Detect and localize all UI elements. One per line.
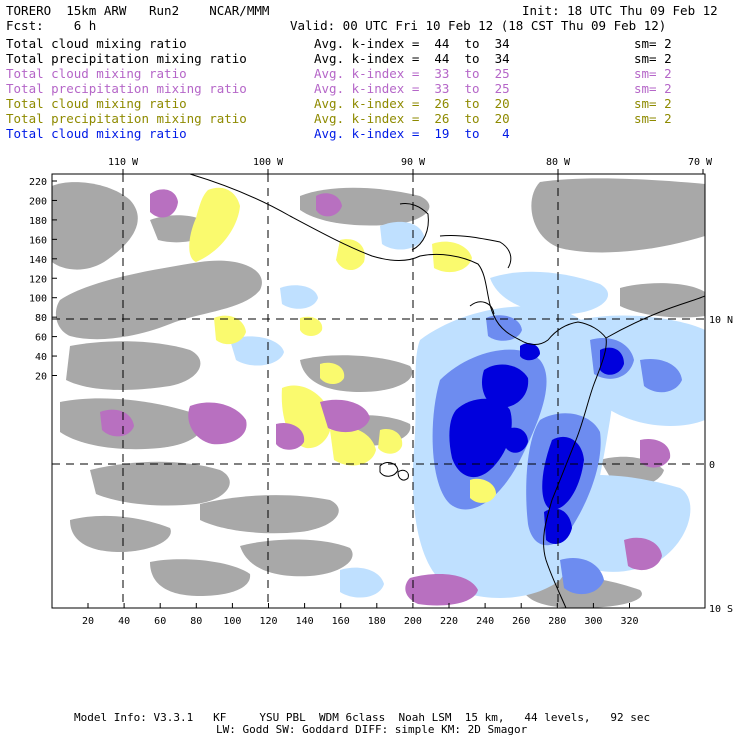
x-tick-label: 240 xyxy=(476,616,494,627)
y-tick-label: 140 xyxy=(29,255,47,266)
lon-label: 110 W xyxy=(108,157,139,168)
forecast-hour: Fcst: 6 h xyxy=(6,18,97,33)
x-tick-label: 100 xyxy=(223,616,241,627)
lat-lon-grid xyxy=(52,174,705,608)
x-tick-label: 60 xyxy=(154,616,166,627)
legend-row-field: Total cloud mixing ratio xyxy=(6,66,187,81)
x-tick-label: 80 xyxy=(190,616,202,627)
legend-row-index: Avg. k-index = 19 to 4 xyxy=(314,126,510,141)
legend-row-sm: sm= 2 xyxy=(634,96,672,111)
valid-time: Valid: 00 UTC Fri 10 Feb 12 (18 CST Thu … xyxy=(290,18,667,33)
legend-row-field: Total cloud mixing ratio xyxy=(6,96,187,111)
lat-label: 0 xyxy=(709,460,715,471)
y-tick-label: 80 xyxy=(35,313,47,324)
y-tick-label: 20 xyxy=(35,372,47,383)
model-info-line1: Model Info: V3.3.1 KF YSU PBL WDM 6class… xyxy=(74,711,651,724)
legend-row-index: Avg. k-index = 33 to 25 xyxy=(314,66,510,81)
gray-cloud-layer xyxy=(52,178,705,608)
x-tick-label: 140 xyxy=(296,616,314,627)
model-title: TORERO 15km ARW Run2 NCAR/MMM xyxy=(6,3,270,18)
yellow-cloud-layer xyxy=(189,187,496,503)
lon-label: 80 W xyxy=(546,157,571,168)
y-tick-label: 200 xyxy=(29,196,47,207)
x-tick-label: 300 xyxy=(584,616,602,627)
legend-row-field: Total precipitation mixing ratio xyxy=(6,81,247,96)
plot-area xyxy=(52,178,705,608)
plot-frame xyxy=(51,173,706,609)
top-ticks xyxy=(122,169,704,174)
x-tick-label: 160 xyxy=(332,616,350,627)
y-axis: 220 200 180 160 140 120 100 80 60 40 20 xyxy=(29,177,57,383)
lat-label: 10 N xyxy=(709,315,733,326)
x-axis: 20 40 60 80 100 120 140 160 180 200 220 240 260 280 30… xyxy=(82,603,639,627)
legend-row-sm: sm= 2 xyxy=(634,36,672,51)
model-info-line2: LW: Godd SW: Goddard DIFF: simple KM: 2D… xyxy=(216,723,528,736)
lon-label: 70 W xyxy=(688,157,713,168)
y-tick-label: 40 xyxy=(35,352,47,363)
purple-cloud-layer xyxy=(100,189,671,606)
x-tick-label: 320 xyxy=(620,616,638,627)
x-tick-label: 20 xyxy=(82,616,94,627)
y-tick-label: 100 xyxy=(29,294,47,305)
y-tick-label: 160 xyxy=(29,235,47,246)
lon-label: 100 W xyxy=(253,157,284,168)
lat-label: 10 S xyxy=(709,604,733,615)
legend-row-sm: sm= 2 xyxy=(634,81,672,96)
y-tick-label: 180 xyxy=(29,216,47,227)
y-tick-label: 120 xyxy=(29,274,47,285)
legend-row-index: Avg. k-index = 44 to 34 xyxy=(314,36,510,51)
legend-row-index: Avg. k-index = 26 to 20 xyxy=(314,111,510,126)
legend-row-field: Total cloud mixing ratio xyxy=(6,126,187,141)
legend-row-index: Avg. k-index = 33 to 25 xyxy=(314,81,510,96)
legend-row-field: Total precipitation mixing ratio xyxy=(6,51,247,66)
init-time: Init: 18 UTC Thu 09 Feb 12 xyxy=(522,3,718,18)
x-tick-label: 200 xyxy=(404,616,422,627)
legend-row-field: Total precipitation mixing ratio xyxy=(6,111,247,126)
y-tick-label: 60 xyxy=(35,333,47,344)
x-tick-label: 220 xyxy=(440,616,458,627)
x-tick-label: 260 xyxy=(512,616,530,627)
x-tick-label: 40 xyxy=(118,616,130,627)
lon-label: 90 W xyxy=(401,157,426,168)
legend-row-field: Total cloud mixing ratio xyxy=(6,36,187,51)
x-tick-label: 180 xyxy=(368,616,386,627)
legend-row-index: Avg. k-index = 26 to 20 xyxy=(314,96,510,111)
legend-row-sm: sm= 2 xyxy=(634,66,672,81)
legend-row-sm: sm= 2 xyxy=(634,111,672,126)
x-tick-label: 120 xyxy=(259,616,277,627)
legend-row-index: Avg. k-index = 44 to 34 xyxy=(314,51,510,66)
y-tick-label: 220 xyxy=(29,177,47,188)
x-tick-label: 280 xyxy=(548,616,566,627)
legend-row-sm: sm= 2 xyxy=(634,51,672,66)
